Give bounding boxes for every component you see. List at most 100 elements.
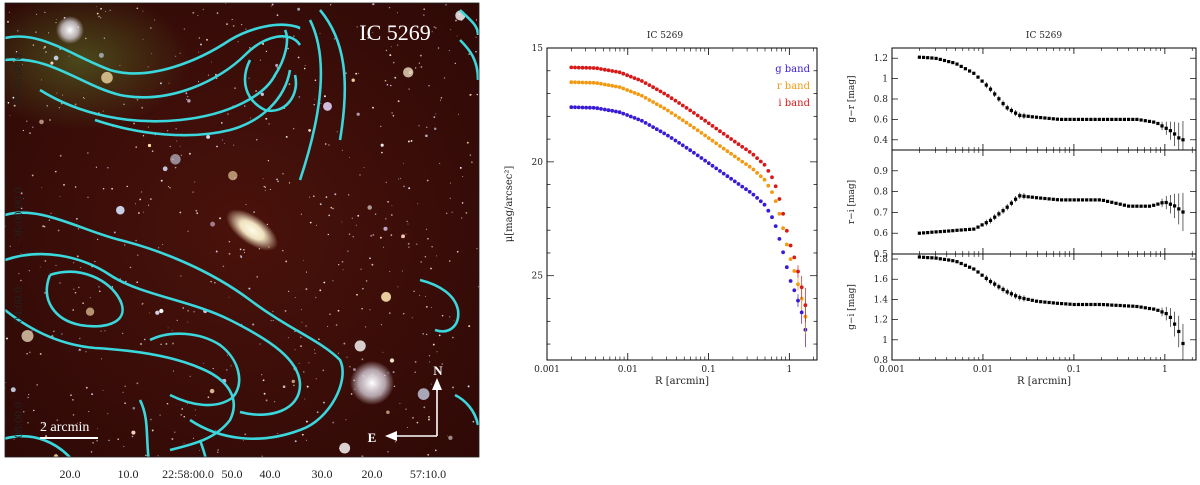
data-point (1147, 306, 1152, 311)
data-point (718, 129, 722, 134)
star (244, 433, 247, 436)
data-point (569, 80, 574, 85)
star (160, 179, 163, 182)
star (209, 388, 215, 394)
star (453, 320, 455, 322)
star (167, 130, 169, 132)
data-point (773, 199, 778, 204)
star (198, 51, 200, 53)
star (356, 26, 358, 28)
data-point (930, 56, 934, 60)
star (448, 435, 453, 441)
star (475, 50, 477, 53)
star (301, 321, 303, 323)
star (242, 439, 244, 441)
star (475, 36, 477, 38)
star (227, 113, 229, 115)
bright-star (56, 16, 84, 44)
data-point (740, 144, 745, 149)
data-point (1039, 116, 1043, 120)
star (77, 228, 80, 230)
data-point (796, 269, 800, 274)
data-point (580, 105, 585, 110)
star (428, 418, 430, 421)
star (159, 414, 161, 416)
star (26, 120, 28, 122)
legend-entry: i band (778, 98, 810, 109)
star (358, 72, 359, 74)
star (12, 96, 15, 99)
legend-entry: r band (777, 81, 811, 92)
star (98, 52, 104, 58)
y-tick-label: 25 (532, 272, 544, 282)
data-point (732, 179, 737, 184)
star (137, 212, 140, 214)
star (72, 399, 74, 401)
data-point (595, 66, 600, 71)
star (272, 310, 274, 312)
star (215, 73, 217, 76)
star (468, 325, 471, 328)
y-tick-label: 0.7 (874, 208, 889, 218)
data-point (762, 162, 767, 167)
star (267, 160, 270, 162)
star (212, 367, 214, 370)
star (89, 297, 91, 299)
star (144, 338, 146, 341)
star (230, 365, 232, 367)
star (424, 255, 427, 258)
data-point (1177, 136, 1181, 140)
star (122, 332, 124, 335)
star (300, 345, 302, 347)
data-point (666, 133, 670, 138)
data-point (651, 125, 655, 129)
data-point (666, 93, 670, 98)
data-point (710, 138, 715, 143)
y-tick-label: 15 (532, 44, 544, 54)
star (282, 172, 284, 175)
star (269, 188, 271, 191)
star (28, 394, 30, 396)
star (98, 15, 100, 18)
star (348, 194, 350, 196)
data-point (714, 141, 719, 146)
star (55, 264, 57, 267)
star (234, 87, 236, 90)
data-point (1135, 204, 1139, 208)
star (27, 422, 29, 424)
data-point (751, 152, 756, 157)
star (324, 143, 327, 145)
star (13, 104, 16, 107)
star (228, 240, 231, 243)
star (102, 110, 104, 112)
y-axis-label: r−i [mag] (847, 180, 857, 224)
star (13, 438, 15, 440)
data-point (588, 80, 592, 85)
data-point (744, 162, 748, 167)
star (323, 281, 326, 284)
star (359, 174, 361, 176)
star (413, 290, 415, 293)
star (325, 196, 328, 198)
star (300, 213, 303, 215)
star (428, 416, 430, 418)
star (91, 393, 94, 396)
star (337, 309, 340, 312)
star (448, 260, 451, 262)
data-point (951, 229, 955, 233)
data-point (1060, 117, 1064, 121)
star (145, 454, 147, 457)
star (275, 63, 279, 67)
star (380, 323, 383, 326)
star (23, 198, 25, 199)
data-point (959, 64, 963, 68)
data-point (721, 131, 726, 136)
chart-title: IC 5269 (647, 31, 683, 41)
star (333, 38, 335, 40)
star (435, 27, 437, 29)
star (304, 64, 306, 67)
star (379, 236, 382, 239)
star (323, 401, 325, 404)
star (59, 154, 62, 157)
data-point (976, 225, 980, 229)
